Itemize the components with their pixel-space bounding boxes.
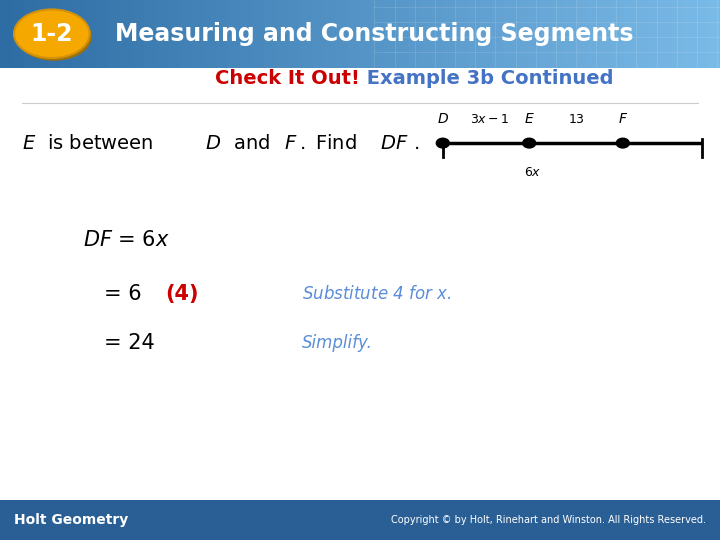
Text: $D$: $D$ bbox=[437, 112, 449, 126]
Text: = 24: = 24 bbox=[104, 333, 155, 353]
Bar bbox=[168, 0, 181, 68]
Bar bbox=[480, 0, 493, 68]
Text: Simplify.: Simplify. bbox=[302, 334, 373, 352]
Bar bbox=[696, 0, 709, 68]
Bar bbox=[444, 0, 457, 68]
Bar bbox=[456, 0, 469, 68]
Bar bbox=[708, 0, 720, 68]
Bar bbox=[552, 0, 565, 68]
Bar bbox=[408, 0, 421, 68]
Ellipse shape bbox=[14, 10, 89, 58]
Bar bbox=[288, 0, 302, 68]
Text: $\mathbf{\mathit{D}}$: $\mathbf{\mathit{D}}$ bbox=[205, 133, 221, 153]
Text: $\mathbf{\mathit{DF}}$: $\mathbf{\mathit{DF}}$ bbox=[380, 133, 409, 153]
Bar bbox=[516, 0, 529, 68]
Bar bbox=[0, 0, 14, 68]
Bar bbox=[84, 0, 97, 68]
Ellipse shape bbox=[17, 12, 92, 60]
Text: $\mathbf{\mathrm{.}}$: $\mathbf{\mathrm{.}}$ bbox=[413, 133, 419, 153]
Circle shape bbox=[523, 138, 536, 148]
Bar bbox=[324, 0, 338, 68]
Bar bbox=[180, 0, 194, 68]
Bar bbox=[36, 0, 50, 68]
Bar bbox=[492, 0, 505, 68]
Bar bbox=[396, 0, 410, 68]
Bar bbox=[432, 0, 446, 68]
Text: $\mathbf{\mathit{E}}$: $\mathbf{\mathit{E}}$ bbox=[22, 133, 36, 153]
Text: (4): (4) bbox=[166, 284, 199, 305]
Bar bbox=[312, 0, 325, 68]
Bar bbox=[228, 0, 241, 68]
Bar bbox=[120, 0, 133, 68]
Bar bbox=[612, 0, 626, 68]
Bar bbox=[360, 0, 374, 68]
Bar bbox=[336, 0, 349, 68]
Text: 1-2: 1-2 bbox=[30, 22, 73, 46]
Bar bbox=[624, 0, 637, 68]
Circle shape bbox=[436, 138, 449, 148]
Text: $\mathbf{\mathrm{\ and\ }}$: $\mathbf{\mathrm{\ and\ }}$ bbox=[227, 133, 270, 153]
Bar bbox=[504, 0, 518, 68]
Bar bbox=[24, 0, 37, 68]
Text: $13$: $13$ bbox=[567, 113, 585, 126]
Bar bbox=[60, 0, 73, 68]
Text: $\mathbf{\mathit{F}}$: $\mathbf{\mathit{F}}$ bbox=[284, 133, 298, 153]
Text: $\mathbf{\mathrm{is\ between\ }}$: $\mathbf{\mathrm{is\ between\ }}$ bbox=[47, 133, 153, 153]
Text: Measuring and Constructing Segments: Measuring and Constructing Segments bbox=[115, 22, 634, 46]
Bar bbox=[156, 0, 169, 68]
Bar bbox=[588, 0, 601, 68]
Bar bbox=[192, 0, 205, 68]
Text: Substitute 4 for $\mathit{x}$.: Substitute 4 for $\mathit{x}$. bbox=[302, 285, 452, 303]
Bar bbox=[0, 500, 720, 540]
Bar bbox=[660, 0, 673, 68]
Bar bbox=[684, 0, 698, 68]
Bar bbox=[72, 0, 86, 68]
Bar bbox=[144, 0, 158, 68]
Text: $6x$: $6x$ bbox=[524, 166, 541, 179]
Bar bbox=[636, 0, 649, 68]
Text: $E$: $E$ bbox=[524, 112, 534, 126]
Bar bbox=[528, 0, 541, 68]
Bar bbox=[672, 0, 685, 68]
Bar bbox=[300, 0, 313, 68]
Text: Check It Out!: Check It Out! bbox=[215, 69, 360, 88]
Bar bbox=[576, 0, 590, 68]
Bar bbox=[600, 0, 613, 68]
Text: $\mathbf{\mathrm{.\ Find\ }}$: $\mathbf{\mathrm{.\ Find\ }}$ bbox=[299, 133, 356, 153]
Bar bbox=[48, 0, 61, 68]
Text: Holt Geometry: Holt Geometry bbox=[14, 513, 129, 526]
Circle shape bbox=[616, 138, 629, 148]
Text: Example 3b Continued: Example 3b Continued bbox=[360, 69, 613, 88]
Bar bbox=[204, 0, 217, 68]
Bar bbox=[384, 0, 397, 68]
Bar bbox=[264, 0, 277, 68]
Bar bbox=[276, 0, 289, 68]
Bar bbox=[252, 0, 266, 68]
Bar bbox=[96, 0, 109, 68]
Bar bbox=[348, 0, 361, 68]
Text: $3x-1$: $3x-1$ bbox=[470, 113, 509, 126]
Bar bbox=[648, 0, 662, 68]
Text: $\mathit{DF}$ = 6$\mathit{x}$: $\mathit{DF}$ = 6$\mathit{x}$ bbox=[83, 230, 169, 251]
Bar bbox=[108, 0, 122, 68]
Bar bbox=[372, 0, 385, 68]
Bar bbox=[216, 0, 230, 68]
Bar bbox=[540, 0, 554, 68]
Bar bbox=[564, 0, 577, 68]
Bar bbox=[420, 0, 433, 68]
Bar bbox=[132, 0, 145, 68]
Bar bbox=[468, 0, 482, 68]
Text: $F$: $F$ bbox=[618, 112, 628, 126]
Bar bbox=[12, 0, 25, 68]
Text: Copyright © by Holt, Rinehart and Winston. All Rights Reserved.: Copyright © by Holt, Rinehart and Winsto… bbox=[391, 515, 706, 525]
Text: = 6: = 6 bbox=[104, 284, 142, 305]
Bar bbox=[240, 0, 253, 68]
